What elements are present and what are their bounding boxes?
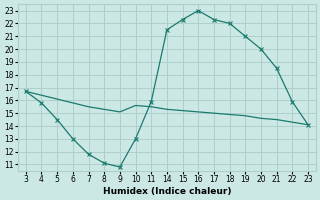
X-axis label: Humidex (Indice chaleur): Humidex (Indice chaleur) <box>103 187 231 196</box>
